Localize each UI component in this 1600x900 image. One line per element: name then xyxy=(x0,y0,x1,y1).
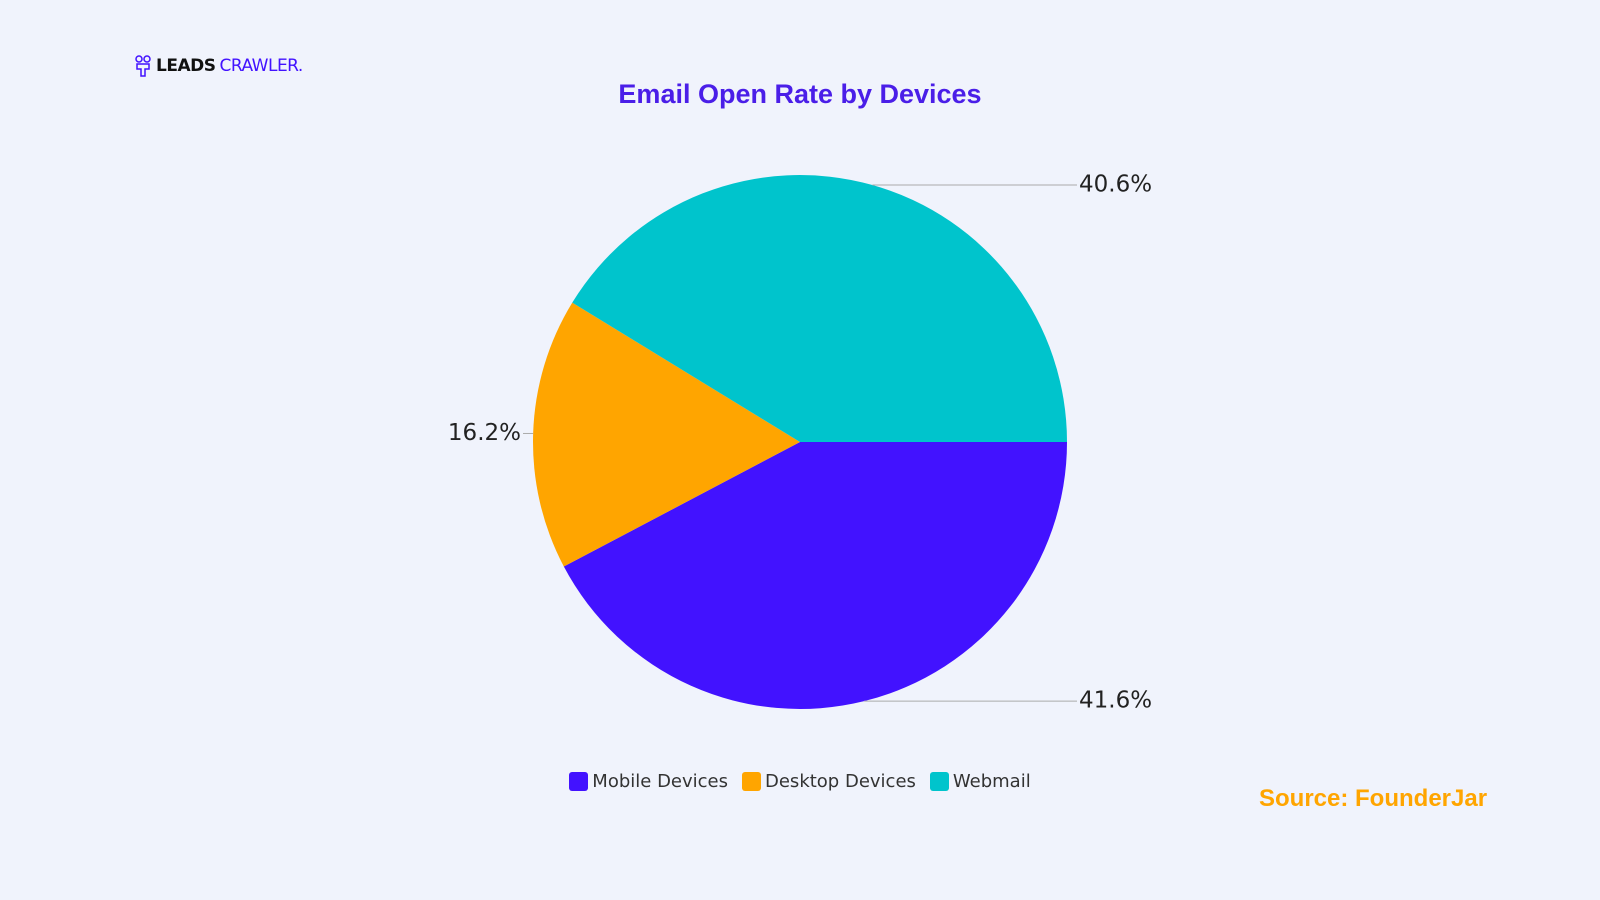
data-label: 40.6% xyxy=(1079,172,1152,198)
legend-item: Mobile Devices xyxy=(569,771,728,792)
legend-item: Desktop Devices xyxy=(742,771,916,792)
chart-title: Email Open Rate by Devices xyxy=(618,79,981,109)
legend-label: Desktop Devices xyxy=(765,771,916,792)
legend: Mobile Devices Desktop Devices Webmail xyxy=(0,771,1600,792)
pie-slice xyxy=(563,442,1067,709)
logo-main: LEADS xyxy=(156,56,216,76)
data-label: 41.6% xyxy=(1079,688,1152,714)
pie-slice xyxy=(572,175,1067,443)
logo: LEADS CRAWLER. xyxy=(134,54,303,78)
legend-label: Webmail xyxy=(952,771,1031,792)
legend-swatch xyxy=(569,772,589,791)
legend-label: Mobile Devices xyxy=(592,771,728,792)
legend-swatch xyxy=(929,772,949,791)
legend-swatch xyxy=(742,772,761,791)
data-label: 16.2% xyxy=(448,420,521,446)
legend-item: Webmail xyxy=(929,771,1031,792)
source: Source: FounderJar xyxy=(1259,785,1488,812)
logo-accent: CRAWLER. xyxy=(219,56,303,76)
logo-icon xyxy=(135,55,151,77)
pie-slice xyxy=(533,302,800,567)
